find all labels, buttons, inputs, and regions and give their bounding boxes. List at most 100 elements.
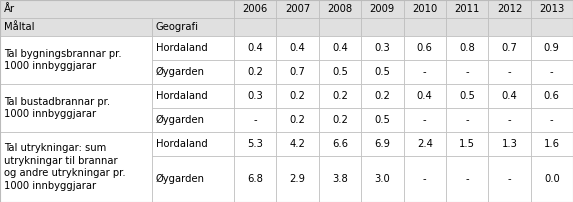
Bar <box>234 0 276 18</box>
Bar <box>446 60 488 84</box>
Text: 3.0: 3.0 <box>374 174 390 184</box>
Text: 0.7: 0.7 <box>289 67 305 77</box>
Text: 0.2: 0.2 <box>332 115 348 125</box>
Bar <box>446 36 488 60</box>
Bar <box>531 108 573 132</box>
Text: -: - <box>253 115 257 125</box>
Text: 0.5: 0.5 <box>374 67 390 77</box>
Text: Tal bustadbrannar pr.
1000 innbyggjarar: Tal bustadbrannar pr. 1000 innbyggjarar <box>4 97 110 119</box>
Text: Øygarden: Øygarden <box>156 115 205 125</box>
Text: 0.7: 0.7 <box>501 43 517 53</box>
Bar <box>152 108 234 132</box>
Bar <box>234 156 276 202</box>
Bar <box>234 108 276 132</box>
Text: 2012: 2012 <box>497 4 522 14</box>
Text: 2007: 2007 <box>285 4 310 14</box>
Bar <box>488 36 531 60</box>
Bar <box>0 18 152 36</box>
Bar <box>488 0 531 18</box>
Text: 0.2: 0.2 <box>248 67 263 77</box>
Text: Måltal: Måltal <box>4 22 34 32</box>
Bar <box>152 156 234 202</box>
Bar <box>446 84 488 108</box>
Text: 0.4: 0.4 <box>248 43 263 53</box>
Bar <box>531 0 573 18</box>
Bar <box>361 60 403 84</box>
Bar <box>488 156 531 202</box>
Bar <box>403 84 446 108</box>
Bar <box>403 0 446 18</box>
Text: 2010: 2010 <box>412 4 437 14</box>
Bar <box>234 36 276 60</box>
Bar <box>276 84 319 108</box>
Text: 2011: 2011 <box>454 4 480 14</box>
Bar <box>531 156 573 202</box>
Text: -: - <box>423 174 426 184</box>
Text: -: - <box>550 67 554 77</box>
Text: 6.9: 6.9 <box>374 139 390 149</box>
Text: 2.4: 2.4 <box>417 139 433 149</box>
Text: Hordaland: Hordaland <box>156 139 208 149</box>
Bar <box>276 156 319 202</box>
Text: -: - <box>423 115 426 125</box>
Bar <box>234 18 276 36</box>
Text: -: - <box>465 115 469 125</box>
Bar <box>403 108 446 132</box>
Bar <box>152 36 234 60</box>
Bar <box>234 132 276 156</box>
Text: 0.4: 0.4 <box>417 91 433 101</box>
Bar <box>152 60 234 84</box>
Text: 0.3: 0.3 <box>374 43 390 53</box>
Bar <box>319 36 361 60</box>
Text: 0.5: 0.5 <box>459 91 475 101</box>
Text: Tal bygningsbrannar pr.
1000 innbyggjarar: Tal bygningsbrannar pr. 1000 innbyggjara… <box>4 49 121 71</box>
Text: -: - <box>508 174 511 184</box>
Bar <box>361 36 403 60</box>
Text: 2013: 2013 <box>539 4 564 14</box>
Bar <box>0 36 152 84</box>
Bar <box>531 132 573 156</box>
Text: 0.4: 0.4 <box>290 43 305 53</box>
Text: 5.3: 5.3 <box>248 139 263 149</box>
Text: 0.5: 0.5 <box>332 67 348 77</box>
Text: -: - <box>465 67 469 77</box>
Bar <box>0 132 152 202</box>
Bar <box>319 18 361 36</box>
Bar <box>361 156 403 202</box>
Text: 0.6: 0.6 <box>417 43 433 53</box>
Text: 1.6: 1.6 <box>544 139 560 149</box>
Bar <box>276 0 319 18</box>
Text: 2006: 2006 <box>242 4 268 14</box>
Text: 0.2: 0.2 <box>289 91 305 101</box>
Text: 0.9: 0.9 <box>544 43 560 53</box>
Bar <box>319 0 361 18</box>
Bar <box>0 0 234 18</box>
Text: 6.8: 6.8 <box>248 174 263 184</box>
Bar <box>361 0 403 18</box>
Text: 0.6: 0.6 <box>544 91 560 101</box>
Text: 0.8: 0.8 <box>459 43 475 53</box>
Bar <box>319 84 361 108</box>
Bar <box>152 84 234 108</box>
Text: 0.4: 0.4 <box>332 43 348 53</box>
Text: 0.2: 0.2 <box>289 115 305 125</box>
Bar <box>0 84 152 132</box>
Bar <box>488 108 531 132</box>
Bar <box>403 60 446 84</box>
Bar <box>531 18 573 36</box>
Text: 1.5: 1.5 <box>459 139 475 149</box>
Text: 0.4: 0.4 <box>501 91 517 101</box>
Bar <box>361 18 403 36</box>
Bar <box>488 84 531 108</box>
Bar <box>531 36 573 60</box>
Text: -: - <box>508 67 511 77</box>
Bar <box>361 108 403 132</box>
Text: 1.3: 1.3 <box>501 139 517 149</box>
Text: 0.5: 0.5 <box>374 115 390 125</box>
Text: 2.9: 2.9 <box>289 174 305 184</box>
Bar <box>446 0 488 18</box>
Bar <box>488 132 531 156</box>
Text: Øygarden: Øygarden <box>156 174 205 184</box>
Bar <box>403 156 446 202</box>
Bar <box>319 60 361 84</box>
